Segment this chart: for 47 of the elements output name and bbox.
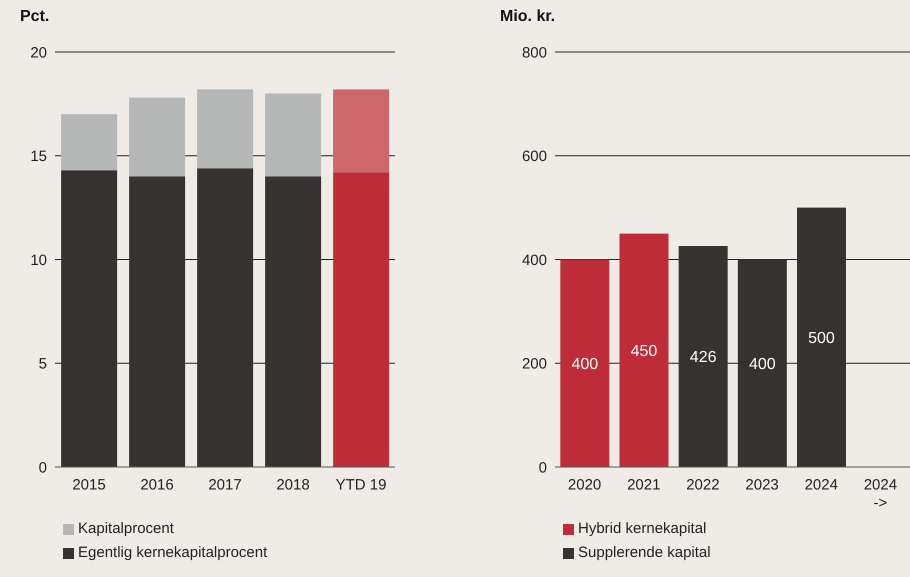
bar bbox=[129, 176, 186, 467]
bar bbox=[129, 98, 186, 176]
bar bbox=[197, 168, 254, 467]
bar bbox=[265, 176, 322, 467]
x-tick-label: YTD 19 bbox=[336, 476, 386, 494]
y-tick-label: 200 bbox=[522, 356, 547, 373]
x-tick-label: 2024 -> bbox=[864, 476, 898, 512]
bar bbox=[197, 89, 254, 168]
bar bbox=[265, 94, 322, 176]
y-tick-label: 10 bbox=[30, 252, 47, 269]
x-tick-label: 2016 bbox=[140, 476, 174, 494]
bar bbox=[796, 208, 846, 467]
bar bbox=[333, 172, 390, 467]
data-label: 400 bbox=[571, 356, 598, 373]
data-label: 500 bbox=[808, 330, 835, 347]
data-label: 400 bbox=[748, 356, 776, 373]
bar bbox=[333, 89, 390, 172]
bar bbox=[61, 170, 118, 467]
bar bbox=[678, 246, 728, 467]
x-tick-label: 2023 bbox=[745, 476, 779, 494]
legend-label: Egentlig kernekapitalprocent bbox=[78, 543, 268, 563]
x-tick-label: 2017 bbox=[208, 476, 242, 494]
y-tick-label: 800 bbox=[522, 44, 547, 62]
y-tick-label: 5 bbox=[38, 356, 47, 373]
data-label: 450 bbox=[630, 342, 658, 360]
y-axis-title: Mio. kr. bbox=[500, 8, 556, 26]
y-tick-label: 15 bbox=[30, 148, 47, 166]
legend-label: Kapitalprocent bbox=[78, 519, 174, 539]
y-tick-label: 0 bbox=[538, 459, 547, 476]
x-tick-label: 2018 bbox=[276, 476, 310, 494]
y-tick-label: 0 bbox=[38, 459, 47, 476]
bar bbox=[738, 260, 787, 467]
y-tick-label: 400 bbox=[522, 252, 547, 269]
legend-label: Hybrid kernekapital bbox=[578, 519, 706, 539]
y-tick-label: 20 bbox=[30, 44, 47, 62]
bar bbox=[619, 234, 668, 467]
x-tick-label: 2022 bbox=[686, 476, 720, 494]
bar bbox=[61, 114, 118, 170]
x-tick-label: 2020 bbox=[568, 476, 602, 494]
x-tick-label: 2015 bbox=[72, 476, 106, 494]
data-label: 426 bbox=[690, 349, 717, 366]
y-tick-label: 600 bbox=[522, 148, 547, 166]
bar bbox=[560, 260, 610, 467]
x-tick-label: 2024 bbox=[804, 476, 838, 494]
legend-label: Supplerende kapital bbox=[578, 543, 711, 563]
x-tick-label: 2021 bbox=[627, 476, 660, 494]
y-axis-title: Pct. bbox=[20, 8, 50, 26]
